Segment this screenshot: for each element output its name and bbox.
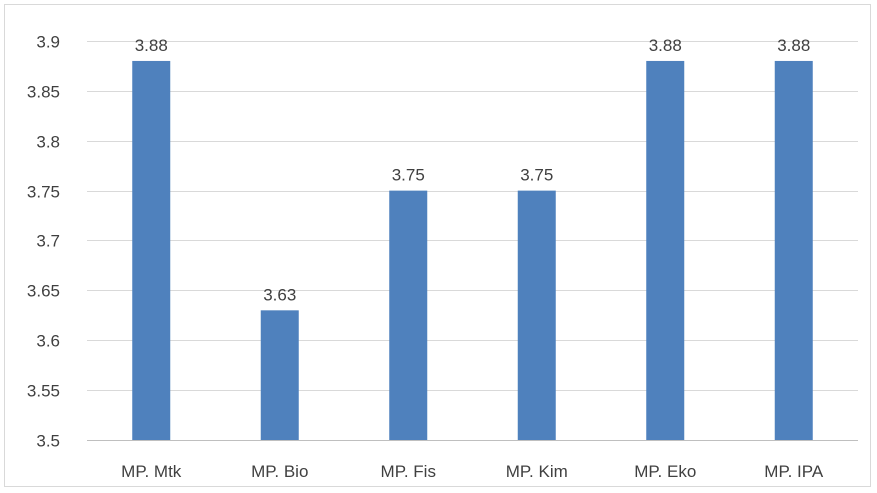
y-tick-label: 3.5 (36, 432, 60, 451)
y-tick-label: 3.85 (27, 83, 60, 102)
x-category-label: MP. IPA (764, 462, 824, 481)
x-category-label: MP. Mtk (121, 462, 182, 481)
x-category-label: MP. Kim (506, 462, 568, 481)
bar (132, 60, 171, 440)
bar (774, 60, 813, 440)
y-tick-label: 3.75 (27, 183, 60, 202)
x-category-label: MP. Eko (634, 462, 696, 481)
data-label: 3.63 (263, 285, 296, 304)
x-axis-category-labels: MP. Mtk MP. Bio MP. Fis MP. Kim MP. Eko MP. I… (121, 462, 824, 481)
y-tick-label: 3.7 (36, 232, 60, 251)
bar (389, 190, 428, 440)
bar (517, 190, 556, 440)
gridlines (87, 41, 858, 391)
bar (646, 60, 685, 440)
bars (132, 60, 813, 440)
data-label: 3.75 (392, 166, 425, 185)
data-labels: 3.88 3.63 3.75 3.75 3.88 3.88 (135, 36, 811, 304)
y-tick-label: 3.65 (27, 282, 60, 301)
data-label: 3.88 (649, 36, 682, 55)
y-axis-tick-labels: 3.5 3.55 3.6 3.65 3.7 3.75 3.8 3.85 3.9 (27, 33, 60, 451)
data-label: 3.75 (520, 166, 553, 185)
x-category-label: MP. Bio (251, 462, 308, 481)
y-tick-label: 3.8 (36, 133, 60, 152)
y-tick-label: 3.9 (36, 33, 60, 52)
data-label: 3.88 (777, 36, 810, 55)
y-tick-label: 3.6 (36, 332, 60, 351)
data-label: 3.88 (135, 36, 168, 55)
y-tick-label: 3.55 (27, 382, 60, 401)
x-category-label: MP. Fis (381, 462, 436, 481)
bar (260, 310, 299, 440)
